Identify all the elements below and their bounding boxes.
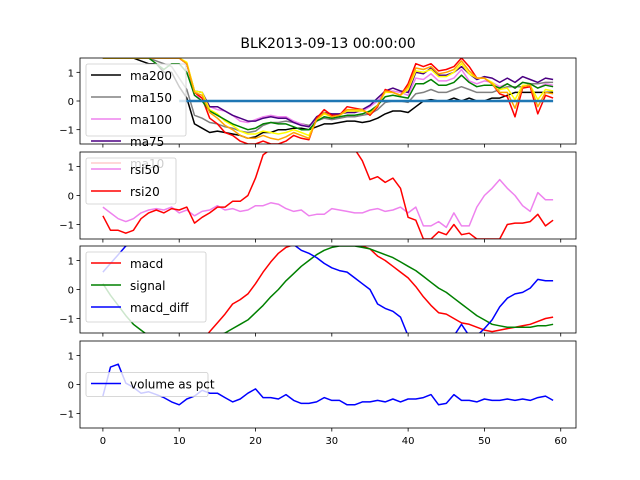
legend: volume as pct <box>85 372 215 397</box>
series-rsi50 <box>102 178 554 229</box>
y-tick-label: −1 <box>59 410 74 421</box>
series-signal <box>102 246 554 333</box>
panel-2: 1 0 −1 rsi50 rsi20 <box>59 151 577 243</box>
y-tick-label: 1 <box>68 68 74 79</box>
series-macd-diff <box>102 246 554 333</box>
y-tick-label: −1 <box>59 315 74 326</box>
legend-label-ma75: ma75 <box>130 135 164 149</box>
series-group <box>102 58 554 144</box>
legend-label-signal: signal <box>130 279 166 293</box>
panel-3: 1 0 −1 macd signal macd_diff <box>59 245 577 337</box>
y-tick-label: −1 <box>59 126 74 137</box>
series-group <box>102 363 554 406</box>
legend-label-macd: macd <box>130 257 163 271</box>
legend: macd signal macd_diff <box>85 251 207 323</box>
legend-label-ma150: ma150 <box>130 91 172 105</box>
y-tick-label: 0 <box>68 97 74 108</box>
chart-title: BLK2013-09-13 00:00:00 <box>240 36 415 52</box>
y-tick-label: 1 <box>68 163 74 174</box>
y-tick-label: 0 <box>68 381 74 392</box>
legend-frame <box>85 251 207 323</box>
series-volume-as-pct <box>102 363 554 406</box>
x-tick-label: 60 <box>554 436 567 447</box>
legend-frame <box>85 372 209 397</box>
legend-label-ma200: ma200 <box>130 69 172 83</box>
series-group <box>102 152 554 239</box>
y-tick-label: 1 <box>68 257 74 268</box>
x-tick-label: 40 <box>402 436 415 447</box>
y-tick-label: 0 <box>68 192 74 203</box>
legend-label-rsi20: rsi20 <box>130 185 160 199</box>
x-tick-label: 50 <box>478 436 491 447</box>
panels: 10−1ma200ma150ma100ma75ma1010−1rsi50rsi2… <box>59 57 577 447</box>
legend-label-rsi50: rsi50 <box>130 163 160 177</box>
legend-label-ma100: ma100 <box>130 113 172 127</box>
legend-frame <box>85 63 187 137</box>
x-tick-label: 10 <box>173 436 186 447</box>
legend: rsi50 rsi20 <box>85 157 177 205</box>
y-tick-label: −1 <box>59 221 74 232</box>
series-rsi20 <box>102 152 554 239</box>
series-group <box>102 246 554 333</box>
y-tick-label: 0 <box>68 286 74 297</box>
x-tick-label: 30 <box>325 436 338 447</box>
x-tick-label: 20 <box>249 436 262 447</box>
legend-label-volume-as-pct: volume as pct <box>130 378 215 392</box>
series-line-8 <box>102 58 554 141</box>
y-tick-label: 1 <box>68 352 74 363</box>
legend-label-macd-diff: macd_diff <box>130 301 189 315</box>
series-macd <box>207 246 554 333</box>
x-tick-label: 0 <box>100 436 106 447</box>
